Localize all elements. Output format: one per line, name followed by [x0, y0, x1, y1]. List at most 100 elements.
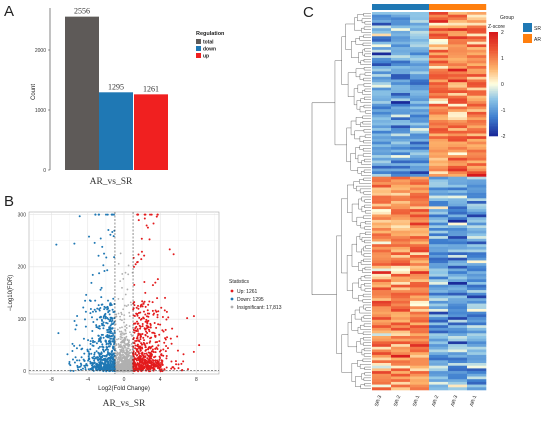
volcano-point-down: [106, 360, 109, 363]
volcano-point-insignificant: [124, 359, 127, 362]
volcano-point-up: [144, 346, 147, 349]
heatmap-cell: [448, 165, 468, 169]
volcano-point-insignificant: [126, 359, 129, 362]
heatmap-cell: [410, 268, 430, 272]
volcano-point-insignificant: [120, 332, 122, 335]
heatmap-cell: [429, 338, 449, 342]
volcano-legend-label: Insignificant: 17,813: [237, 305, 282, 311]
heatmap-cell: [448, 192, 468, 196]
heatmap-cell: [429, 311, 449, 315]
volcano-point-down: [93, 353, 96, 356]
heatmap-cell: [410, 25, 430, 29]
heatmap-cell: [467, 76, 487, 80]
heatmap-cell: [372, 325, 392, 329]
volcano-point-down: [93, 359, 96, 362]
volcano-point-up: [166, 347, 169, 350]
heatmap-cell: [429, 363, 449, 366]
colorbar-segment: [489, 75, 498, 78]
volcano-point-up: [135, 364, 138, 367]
volcano-point-down: [102, 321, 105, 324]
volcano-point-up: [160, 354, 163, 357]
volcano-point-insignificant: [122, 347, 125, 350]
volcano-point-up: [138, 352, 141, 355]
heatmap-cell: [429, 28, 449, 32]
heatmap-cell: [467, 195, 487, 199]
volcano-point-up: [141, 332, 144, 335]
heatmap-cell: [410, 290, 430, 294]
colorbar-segment: [489, 104, 498, 107]
heatmap-cell: [467, 122, 487, 126]
volcano-point-up: [154, 351, 157, 354]
heatmap-cell: [429, 317, 449, 321]
volcano-point-down: [94, 213, 97, 216]
heatmap-cell: [391, 106, 411, 110]
heatmap-cell: [410, 222, 430, 226]
volcano-point-down: [77, 368, 80, 371]
volcano-point-down: [111, 366, 114, 369]
heatmap-cell: [391, 22, 411, 26]
colorbar-segment: [489, 38, 498, 41]
heatmap-cell: [372, 66, 392, 69]
heatmap-cell: [448, 120, 468, 123]
heatmap-cell: [410, 122, 430, 126]
heatmap-cell: [467, 265, 487, 269]
heatmap-cell: [391, 138, 411, 142]
heatmap-cell: [410, 279, 430, 283]
volcano-point-down: [109, 352, 112, 355]
bar-x-axis-title: AR_vs_SR: [90, 177, 133, 187]
group-legend-label-SR: SR: [534, 26, 541, 32]
heatmap-cell: [372, 373, 392, 377]
group-bar-AR-3: [448, 4, 468, 10]
heatmap-cell: [391, 292, 411, 296]
heatmap-cell: [429, 41, 449, 45]
heatmap-cell: [429, 120, 449, 123]
heatmap-cell: [391, 14, 411, 18]
volcano-point-insignificant: [115, 352, 117, 355]
colorbar-segment: [489, 97, 498, 100]
volcano-point-down: [74, 356, 77, 359]
heatmap-cell: [448, 36, 468, 40]
heatmap-cell: [372, 14, 392, 18]
heatmap-cell: [448, 373, 468, 377]
heatmap-cell: [429, 36, 449, 40]
volcano-point-down: [102, 349, 105, 352]
volcano-legend-dot: [230, 305, 234, 309]
heatmap-cell: [429, 327, 449, 331]
heatmap-cell: [448, 187, 468, 191]
heatmap-cell: [410, 217, 430, 221]
volcano-point-up: [136, 354, 139, 357]
volcano-point-up: [147, 315, 150, 318]
heatmap-cell: [467, 327, 487, 331]
colorbar-segment: [489, 115, 498, 118]
volcano-point-down: [106, 351, 109, 354]
heatmap-cell: [467, 322, 487, 326]
volcano-point-down: [102, 336, 105, 339]
volcano-point-insignificant: [132, 326, 134, 329]
volcano-point-down: [98, 325, 101, 328]
colorbar-segment: [489, 80, 498, 83]
heatmap-cell: [429, 336, 449, 339]
heatmap-cell: [391, 228, 411, 231]
heatmap-cell: [429, 341, 449, 345]
volcano-point-up: [133, 283, 136, 286]
colorbar-segment: [489, 110, 498, 113]
colorbar-segment: [489, 35, 498, 38]
heatmap-cell: [467, 111, 487, 115]
heatmap-cell: [467, 236, 487, 240]
colorbar-segment: [489, 84, 498, 87]
heatmap-cell: [429, 117, 449, 121]
volcano-point-up: [137, 364, 140, 367]
heatmap-cell: [448, 144, 468, 148]
volcano-legend-dot: [230, 289, 234, 293]
heatmap-cell: [391, 141, 411, 145]
volcano-x-tick-label: 8: [195, 377, 198, 383]
heatmap-cell: [372, 163, 392, 167]
heatmap-cell: [467, 176, 487, 180]
volcano-caption: AR_vs_SR: [103, 399, 146, 409]
heatmap-cell: [467, 192, 487, 196]
heatmap-cell: [429, 111, 449, 115]
heatmap-cell: [429, 203, 449, 207]
group-bar-SR-1: [410, 4, 430, 10]
heatmap-cell: [448, 241, 468, 245]
